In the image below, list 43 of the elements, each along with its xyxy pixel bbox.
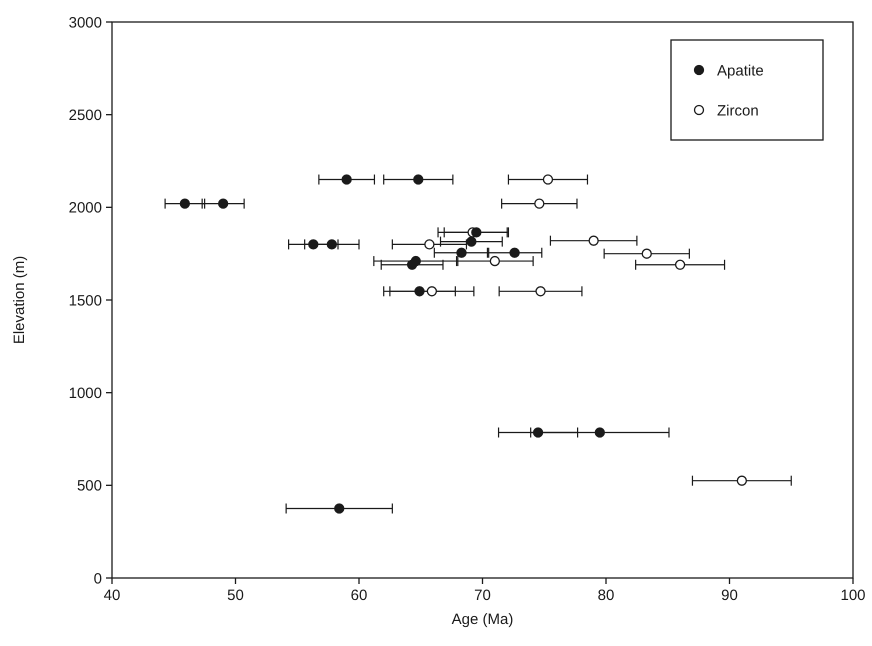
point [326,239,337,250]
point [674,260,686,270]
point [180,198,190,209]
y-tick-label: 500 [76,478,102,495]
x-tick-label: 40 [104,587,120,604]
legend-label: Apatite [717,62,764,80]
point [532,427,544,438]
point [426,286,438,296]
point [308,239,318,250]
y-tick-label: 1500 [68,292,102,310]
y-tick-label: 1000 [68,384,102,402]
y-axis-title: Elevation (m) [11,256,28,344]
x-axis-title: Age (Ma) [452,611,514,628]
point [334,503,344,514]
point [588,236,599,246]
x-tick-label: 50 [227,587,244,604]
point [490,256,500,266]
y-tick-label: 0 [94,570,102,588]
point [218,198,228,209]
point [535,286,546,296]
x-tick-label: 90 [721,587,738,604]
point [466,236,477,247]
y-tick-label: 2000 [68,200,102,217]
y-tick-label: 3000 [68,14,102,32]
point [642,248,652,259]
point [456,248,467,258]
point [534,198,544,209]
point [594,427,605,438]
point [414,286,425,296]
y-tick-label: 2500 [68,106,102,124]
point [413,174,424,185]
point [509,248,520,258]
point [424,239,435,250]
legend-label: Zircon [717,102,759,120]
x-tick-label: 80 [598,587,614,604]
point [542,174,554,185]
x-tick-label: 60 [350,587,368,604]
x-tick-label: 100 [840,587,866,604]
point [406,260,418,270]
x-tick-label: 70 [474,587,491,604]
point [342,174,352,185]
point [471,227,482,238]
point [736,476,747,486]
